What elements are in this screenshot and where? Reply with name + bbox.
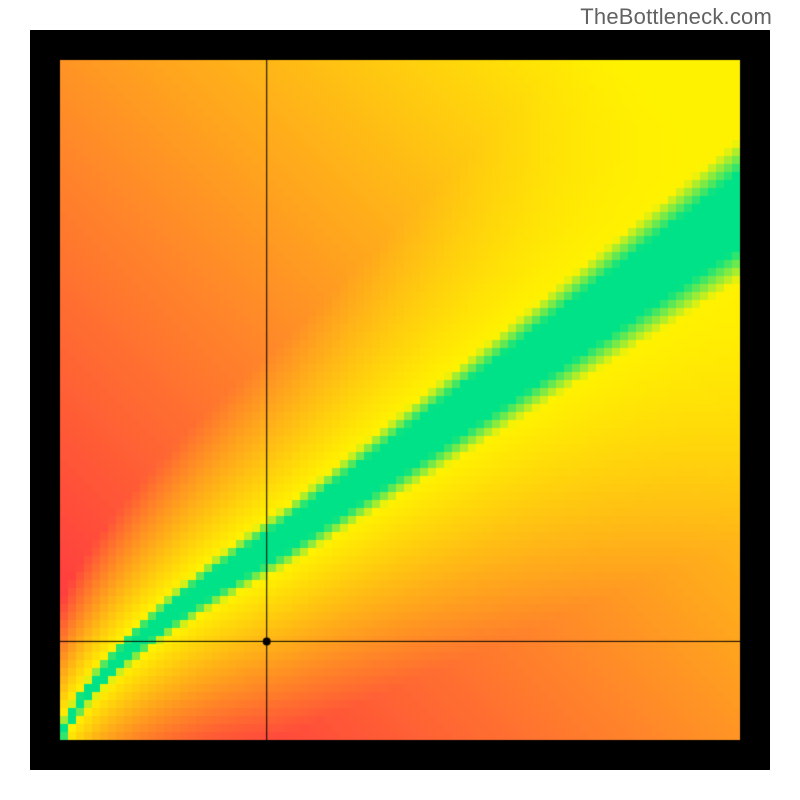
watermark-text: TheBottleneck.com (580, 4, 772, 30)
bottleneck-heatmap (30, 30, 770, 770)
page: TheBottleneck.com (0, 0, 800, 800)
chart-frame (30, 30, 770, 770)
